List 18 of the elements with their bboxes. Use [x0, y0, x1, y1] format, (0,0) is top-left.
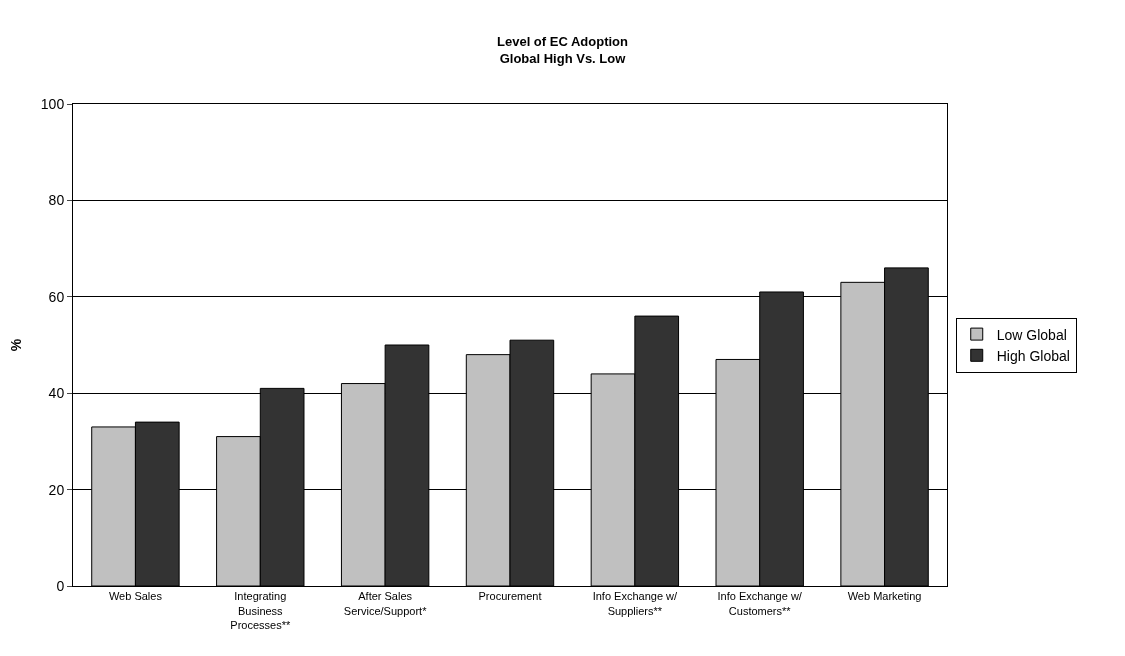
chart-title: Level of EC Adoption: [497, 33, 629, 49]
y-tick-label: 0: [56, 577, 65, 594]
x-tick-label: Info Exchange w/ Customers**: [717, 590, 803, 617]
legend-label: High Global: [996, 347, 1070, 364]
x-tick-label: After Sales Service/Support*: [343, 590, 428, 617]
x-tick-label: Procurement: [478, 590, 542, 603]
x-tick-label: Integrating Business Processes**: [230, 590, 291, 631]
x-tick-label: Web Sales: [108, 590, 163, 603]
y-axis-title: %: [8, 338, 25, 352]
x-tick-label: Info Exchange w/ Suppliers**: [592, 590, 678, 617]
y-tick-label: 80: [48, 192, 65, 209]
y-tick-label: 100: [40, 95, 65, 112]
y-tick-label: 40: [48, 385, 65, 402]
legend-label: Low Global: [996, 326, 1067, 343]
x-tick-label: Web Marketing: [847, 590, 922, 603]
chart-subtitle: Global High Vs. Low: [499, 50, 627, 66]
y-tick-label: 20: [48, 481, 65, 498]
y-tick-label: 60: [48, 288, 65, 305]
